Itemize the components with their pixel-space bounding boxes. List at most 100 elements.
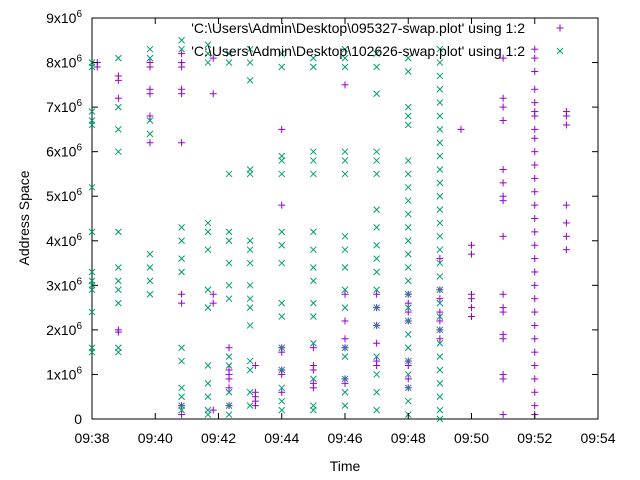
- data-point-plus: [251, 402, 259, 410]
- data-point-plus: [531, 188, 539, 196]
- data-point-plus: [178, 299, 186, 307]
- data-point-cross: [404, 197, 412, 205]
- data-point-cross: [246, 59, 254, 66]
- data-point-cross: [278, 157, 286, 164]
- data-point-plus: [436, 317, 444, 325]
- data-point-cross: [310, 264, 317, 271]
- data-point-cross: [178, 357, 185, 365]
- data-point-cross: [404, 112, 412, 120]
- data-point-plus: [341, 81, 349, 89]
- data-point-plus: [209, 406, 217, 414]
- x-tick-label: 09:50: [454, 430, 489, 446]
- data-point-plus: [468, 250, 475, 258]
- data-point-cross: [436, 72, 444, 80]
- data-point-cross: [115, 264, 122, 271]
- data-point-cross: [246, 366, 254, 374]
- data-point-cross: [278, 228, 286, 236]
- data-point-cross: [436, 313, 444, 320]
- y-tick-label: 3x106: [46, 276, 82, 293]
- data-point-cross: [88, 286, 96, 294]
- data-point-cross: [204, 228, 212, 236]
- data-point-cross: [204, 246, 212, 254]
- data-point-cross: [404, 54, 412, 62]
- series-095327-marks: [93, 45, 570, 419]
- data-point-cross: [146, 290, 154, 298]
- data-point-cross: [278, 50, 286, 57]
- data-point-cross: [373, 63, 380, 71]
- data-point-plus: [531, 402, 539, 410]
- data-point-plus: [531, 348, 539, 356]
- data-point-plus: [531, 228, 539, 236]
- data-point-plus: [436, 295, 444, 303]
- data-point-cross: [436, 179, 444, 187]
- data-point-cross: [178, 255, 185, 262]
- data-point-plus: [209, 90, 217, 98]
- data-point-cross: [341, 232, 349, 240]
- data-point-plus: [531, 112, 539, 120]
- data-point-plus: [278, 348, 286, 356]
- data-point-cross: [373, 206, 380, 213]
- x-tick-label: 09:42: [201, 430, 236, 446]
- data-point-plus: [278, 125, 286, 133]
- data-point-plus: [562, 112, 570, 120]
- data-point-cross: [404, 68, 412, 75]
- data-point-cross: [373, 304, 380, 311]
- data-point-cross: [278, 299, 286, 307]
- data-point-cross: [341, 148, 349, 156]
- data-point-cross: [278, 313, 286, 320]
- data-point-cross: [310, 63, 317, 71]
- data-point-plus: [531, 134, 539, 142]
- x-tick-label: 09:38: [74, 430, 109, 446]
- data-point-cross: [310, 246, 317, 254]
- data-point-cross: [436, 99, 444, 107]
- x-tick-label: 09:44: [264, 430, 299, 446]
- data-point-cross: [341, 375, 349, 383]
- data-point-cross: [146, 54, 154, 62]
- data-point-cross: [115, 228, 122, 236]
- data-point-plus: [457, 125, 465, 133]
- data-point-cross: [88, 183, 96, 191]
- y-tick-label: 8x106: [46, 54, 82, 71]
- data-point-cross: [88, 108, 96, 115]
- data-point-cross: [225, 237, 233, 245]
- data-point-plus: [562, 246, 570, 254]
- data-point-cross: [278, 384, 286, 392]
- data-point-cross: [88, 308, 96, 316]
- data-point-plus: [499, 411, 507, 419]
- data-point-cross: [178, 36, 185, 44]
- data-point-plus: [531, 241, 539, 249]
- data-point-cross: [246, 304, 254, 311]
- y-tick-label: 5x106: [46, 187, 82, 204]
- data-point-plus: [499, 375, 507, 383]
- data-point-cross: [88, 121, 96, 129]
- data-point-plus: [225, 344, 233, 352]
- data-point-plus: [114, 94, 122, 102]
- data-point-plus: [178, 411, 186, 419]
- data-point-cross: [115, 348, 122, 356]
- legend-plus-marker: [556, 24, 564, 32]
- data-point-cross: [373, 353, 380, 360]
- data-point-cross: [436, 166, 444, 173]
- data-point-cross: [204, 362, 212, 369]
- data-point-plus: [209, 299, 217, 307]
- data-point-cross: [310, 148, 317, 156]
- data-point-cross: [246, 402, 254, 409]
- data-point-cross: [225, 170, 233, 178]
- data-point-plus: [146, 139, 154, 147]
- data-point-plus: [373, 290, 381, 298]
- data-point-cross: [178, 393, 185, 401]
- data-point-cross: [404, 290, 412, 298]
- data-point-cross: [436, 339, 444, 347]
- data-point-cross: [310, 406, 317, 414]
- data-point-cross: [436, 45, 444, 53]
- data-point-cross: [225, 228, 233, 236]
- data-point-cross: [404, 304, 412, 311]
- data-point-cross: [310, 299, 317, 307]
- data-point-cross: [225, 50, 233, 57]
- data-point-cross: [310, 54, 317, 62]
- data-point-cross: [341, 264, 349, 271]
- data-point-cross: [404, 330, 412, 338]
- data-point-cross: [404, 317, 412, 325]
- data-point-cross: [178, 344, 185, 352]
- data-point-cross: [146, 117, 154, 124]
